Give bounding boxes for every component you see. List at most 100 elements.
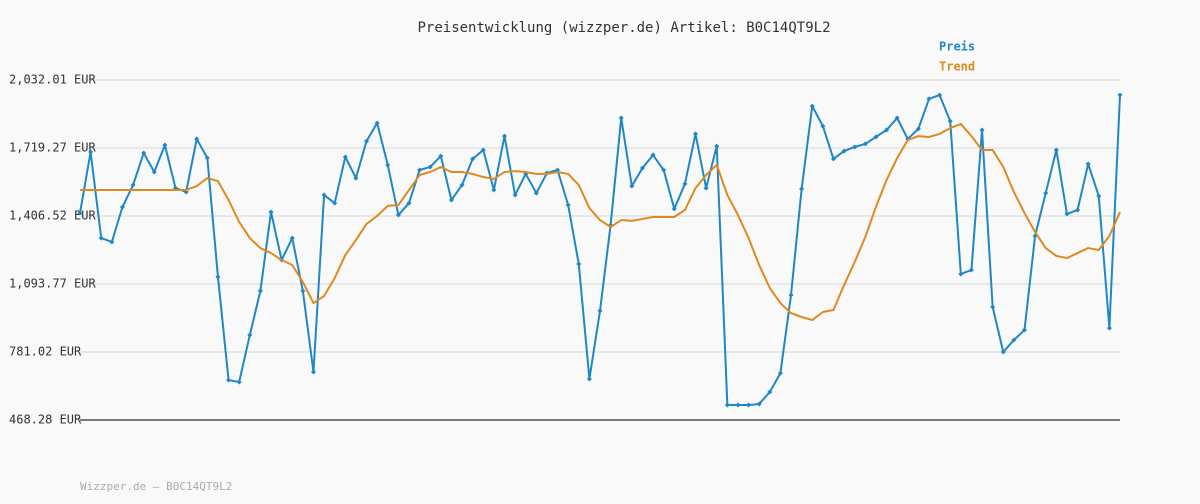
point-marker xyxy=(862,141,868,147)
point-marker xyxy=(799,186,805,192)
point-marker xyxy=(1043,190,1049,196)
point-marker xyxy=(714,143,720,149)
point-marker xyxy=(438,153,444,159)
point-marker xyxy=(470,156,476,162)
point-marker xyxy=(364,138,370,144)
point-marker xyxy=(257,288,263,294)
point-marker xyxy=(724,402,730,408)
point-marker xyxy=(332,200,338,206)
series-line xyxy=(80,122,1121,322)
point-marker xyxy=(98,235,104,241)
point-marker xyxy=(512,192,518,198)
point-marker xyxy=(491,187,497,193)
point-marker xyxy=(915,126,921,132)
series-line xyxy=(79,94,1121,407)
point-marker xyxy=(353,175,359,181)
point-marker xyxy=(1053,147,1059,153)
point-marker xyxy=(1011,337,1017,343)
point-marker xyxy=(618,115,624,121)
point-marker xyxy=(661,167,667,173)
point-marker xyxy=(374,120,380,126)
point-marker xyxy=(501,133,507,139)
point-marker xyxy=(215,274,221,280)
point-marker xyxy=(1021,327,1027,333)
point-marker xyxy=(480,147,486,153)
point-marker xyxy=(979,127,985,133)
point-marker xyxy=(852,144,858,150)
point-marker xyxy=(395,212,401,218)
point-marker xyxy=(682,181,688,187)
footer: Wizzper.de – B0C14QT9L2 xyxy=(80,480,232,493)
point-marker xyxy=(321,192,327,198)
point-marker xyxy=(268,209,274,215)
point-marker xyxy=(459,182,465,188)
point-marker xyxy=(629,183,635,189)
point-marker xyxy=(1096,193,1102,199)
point-marker xyxy=(385,162,391,168)
point-marker xyxy=(141,150,147,156)
point-marker xyxy=(809,103,815,109)
point-marker xyxy=(1064,211,1070,217)
point-marker xyxy=(533,190,539,196)
point-marker xyxy=(597,308,603,314)
point-marker xyxy=(693,131,699,137)
point-marker xyxy=(650,152,656,158)
point-marker xyxy=(204,155,210,161)
point-marker xyxy=(937,92,943,98)
y-tick-label: 1,093.77 EUR xyxy=(9,277,96,291)
point-marker xyxy=(448,197,454,203)
point-marker xyxy=(1000,349,1006,355)
point-marker xyxy=(236,379,242,385)
point-marker xyxy=(788,292,794,298)
point-marker xyxy=(1117,92,1123,98)
point-marker xyxy=(873,134,879,140)
point-marker xyxy=(958,271,964,277)
point-marker xyxy=(247,332,253,338)
point-marker xyxy=(990,304,996,310)
y-tick-label: 468.28 EUR xyxy=(9,413,82,427)
point-marker xyxy=(162,142,168,148)
point-marker xyxy=(310,369,316,375)
point-marker xyxy=(194,136,200,142)
point-marker xyxy=(884,127,890,133)
y-tick-label: 2,032.01 EUR xyxy=(9,73,96,87)
point-marker xyxy=(1106,325,1112,331)
point-marker xyxy=(427,164,433,170)
chart-title: Preisentwicklung (wizzper.de) Artikel: B… xyxy=(417,20,830,36)
point-marker xyxy=(417,167,423,173)
point-marker xyxy=(119,204,125,210)
point-marker xyxy=(300,288,306,294)
y-tick-label: 1,406.52 EUR xyxy=(9,208,96,222)
point-marker xyxy=(1085,161,1091,167)
y-tick-label: 781.02 EUR xyxy=(9,345,82,359)
point-marker xyxy=(830,156,836,162)
point-marker xyxy=(226,377,232,383)
point-marker xyxy=(1075,207,1081,213)
point-marker xyxy=(406,200,412,206)
point-marker xyxy=(289,235,295,241)
point-marker xyxy=(926,96,932,102)
point-marker xyxy=(820,123,826,129)
point-marker xyxy=(756,401,762,407)
point-marker xyxy=(88,149,94,155)
point-marker xyxy=(671,206,677,212)
point-marker xyxy=(777,370,783,376)
legend-label: Preis xyxy=(939,40,975,54)
point-marker xyxy=(77,210,83,216)
point-marker xyxy=(586,376,592,382)
point-marker xyxy=(841,148,847,154)
point-marker xyxy=(735,402,741,408)
point-marker xyxy=(947,118,953,124)
y-tick-label: 1,719.27 EUR xyxy=(9,140,96,154)
point-marker xyxy=(767,389,773,395)
point-marker xyxy=(639,165,645,171)
point-marker xyxy=(565,202,571,208)
legend-label: Trend xyxy=(939,60,975,74)
point-marker xyxy=(109,239,115,245)
point-marker xyxy=(703,185,709,191)
point-marker xyxy=(968,267,974,273)
point-marker xyxy=(342,154,348,160)
point-marker xyxy=(151,169,157,175)
